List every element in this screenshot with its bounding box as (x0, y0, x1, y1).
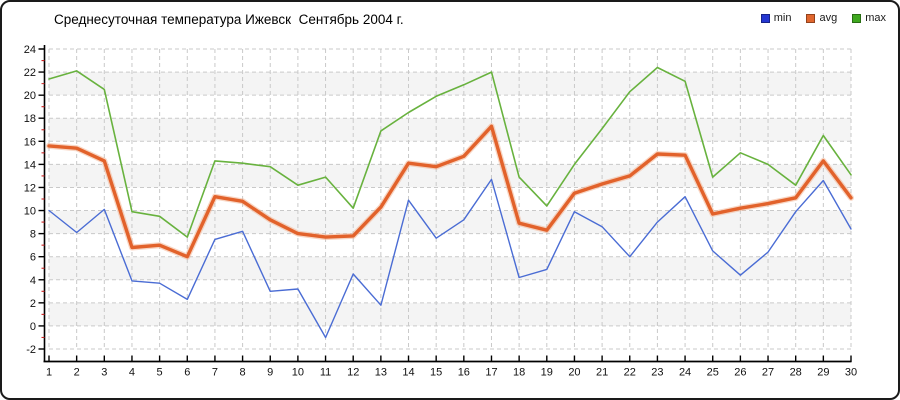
plot-band (49, 302, 851, 326)
legend-item-min: min (760, 12, 792, 24)
y-tick-label: 22 (24, 67, 36, 79)
x-tick-label: 28 (790, 367, 802, 379)
y-tick-label: 12 (24, 182, 36, 194)
x-tick-label: 15 (430, 367, 442, 379)
x-tick-label: 1 (46, 367, 52, 379)
y-tick-label: 2 (30, 298, 36, 310)
y-tick-label: 8 (30, 229, 36, 241)
series-min-line (48, 178, 852, 339)
legend-label-min: min (773, 12, 792, 24)
x-tick-label: 23 (651, 367, 663, 379)
chart-title: Среднесуточная температура Ижевск Сентяб… (54, 12, 404, 27)
x-tick-label: 3 (101, 367, 107, 379)
x-tick-label: 25 (707, 367, 719, 379)
x-tick-label: 29 (817, 367, 829, 379)
chart-legend: min avg max (760, 12, 886, 24)
series-avg-line (47, 124, 853, 259)
x-tick-label: 6 (184, 367, 190, 379)
x-tick-label: 9 (267, 367, 273, 379)
y-tick-label: 6 (30, 252, 36, 264)
x-tick-label: 16 (458, 367, 470, 379)
plot-band (49, 256, 851, 280)
x-tick-label: 24 (679, 367, 691, 379)
x-tick-label: 18 (513, 367, 525, 379)
x-tick-label: 7 (212, 367, 218, 379)
legend-label-avg: avg (819, 12, 838, 24)
x-tick-label: 8 (240, 367, 246, 379)
x-tick-label: 22 (624, 367, 636, 379)
x-tick-label: 27 (762, 367, 774, 379)
avg-legend-swatch-icon (806, 13, 816, 23)
series-max-line (48, 66, 852, 238)
x-tick-label: 21 (596, 367, 608, 379)
y-tick-label: 4 (30, 275, 36, 287)
x-tick-label: 5 (157, 367, 163, 379)
x-tick-label: 30 (845, 367, 857, 379)
x-tick-label: 26 (734, 367, 746, 379)
x-tick-label: 12 (347, 367, 359, 379)
plot-band (49, 118, 851, 142)
y-tick-label: 24 (24, 44, 36, 56)
x-tick-label: 4 (129, 367, 135, 379)
x-tick-label: 17 (485, 367, 497, 379)
plot-band (49, 210, 851, 234)
legend-item-max: max (852, 12, 886, 24)
legend-item-avg: avg (806, 12, 837, 24)
x-tick-label: 2 (74, 367, 80, 379)
y-tick-label: 20 (24, 90, 36, 102)
y-tick-label: 0 (30, 321, 36, 333)
y-tick-label: 10 (24, 206, 36, 218)
x-tick-label: 10 (292, 367, 304, 379)
x-tick-label: 11 (320, 367, 331, 379)
y-tick-label: 14 (24, 159, 36, 171)
x-tick-label: 19 (541, 367, 553, 379)
plot-band (49, 72, 851, 96)
y-tick-label: 18 (24, 113, 36, 125)
y-tick-label: 16 (24, 136, 36, 148)
y-tick-label: -2 (26, 344, 36, 356)
x-tick-label: 13 (375, 367, 387, 379)
max-legend-swatch-icon (852, 13, 862, 23)
min-legend-swatch-icon (760, 13, 770, 23)
legend-label-max: max (865, 12, 886, 24)
plot-band (49, 164, 851, 188)
x-tick-label: 14 (402, 367, 414, 379)
series-avg-halo (46, 123, 854, 260)
x-tick-label: 20 (568, 367, 580, 379)
